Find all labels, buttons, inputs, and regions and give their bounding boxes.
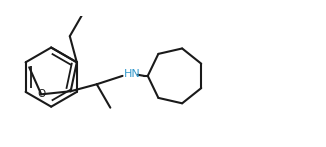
Text: O: O (37, 89, 45, 99)
Text: HN: HN (124, 69, 141, 79)
